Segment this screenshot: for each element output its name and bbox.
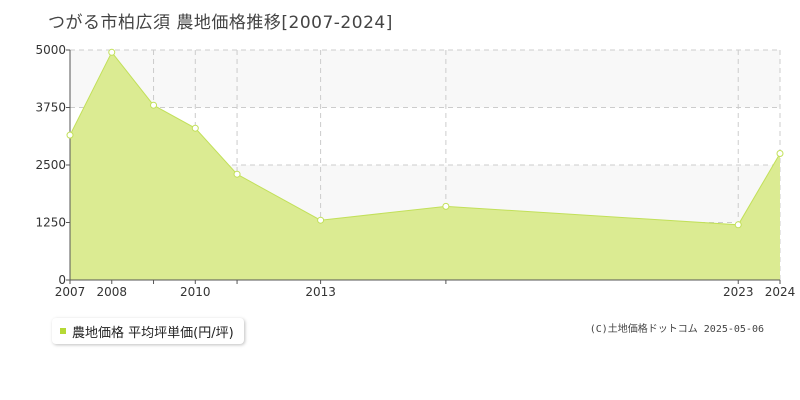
x-tick-label: 2008 xyxy=(96,285,127,299)
y-tick-label: 3750 xyxy=(35,101,66,115)
background-band xyxy=(70,50,780,108)
data-point xyxy=(233,170,241,178)
data-point xyxy=(776,150,784,157)
data-point xyxy=(317,216,325,224)
x-tick-label: 2010 xyxy=(180,285,211,299)
data-point xyxy=(108,48,116,56)
data-point xyxy=(150,101,158,109)
legend: 農地価格 平均坪単価(円/坪) xyxy=(52,318,244,344)
x-tick-label: 2023 xyxy=(723,285,754,299)
data-point xyxy=(442,202,450,210)
chart-title: つがる市柏広須 農地価格推移[2007-2024] xyxy=(48,13,393,33)
data-point xyxy=(66,131,74,139)
y-tick-label: 2500 xyxy=(35,158,66,172)
y-tick-label: 0 xyxy=(58,273,66,287)
legend-label: 農地価格 平均坪単価(円/坪) xyxy=(72,325,234,341)
y-tick-label: 5000 xyxy=(35,43,66,57)
data-point xyxy=(734,221,742,229)
x-tick-label: 2013 xyxy=(305,285,336,299)
series-area xyxy=(70,52,780,280)
x-tick-label: 2024 xyxy=(765,285,796,299)
copyright-text: (C)土地価格ドットコム 2025-05-06 xyxy=(589,324,764,335)
legend-swatch xyxy=(60,328,66,334)
y-tick-label: 1250 xyxy=(35,216,66,230)
x-tick-label: 2007 xyxy=(55,285,86,299)
data-point xyxy=(191,124,199,132)
